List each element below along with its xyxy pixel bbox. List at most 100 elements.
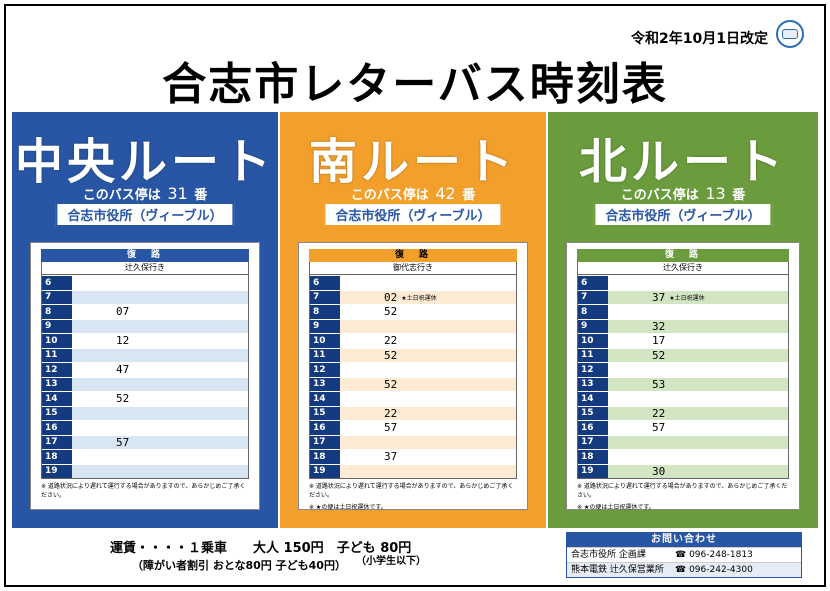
table-row: 8 07 xyxy=(42,304,248,319)
stop-prefix: このバス停は xyxy=(350,188,429,203)
table-row: 12 47 xyxy=(42,362,248,377)
route-name: 中央ルート xyxy=(14,134,275,190)
minutes-cell: 17 xyxy=(608,334,788,348)
timetable-rows: 6 7 8 07 9 10 12 11 12 47 13 14 52 15 16 17 57 18 19 xyxy=(41,275,249,479)
hour-cell: 12 xyxy=(578,363,608,377)
minutes-value: 37 xyxy=(652,290,666,304)
minutes-cell xyxy=(340,319,516,333)
hour-cell: 16 xyxy=(310,421,340,435)
holiday-note: ★土日祝運休 xyxy=(669,294,705,302)
table-row: 18 xyxy=(42,449,248,464)
stop-name-box: 合志市役所（ヴィーブル） xyxy=(323,202,503,227)
table-row: 11 52 xyxy=(310,347,516,362)
footnote-holiday: ※ ★の便は土日祝運休です。 xyxy=(309,504,387,511)
table-row: 14 xyxy=(578,391,788,406)
stop-prefix: このバス停は xyxy=(620,188,699,203)
minutes-value: 32 xyxy=(652,319,666,333)
route-panel-south: 南ルート このバス停は 42 番 合志市役所（ヴィーブル） 復 路 御代志行き … xyxy=(280,112,546,528)
hour-cell: 14 xyxy=(42,392,72,406)
table-row: 15 22 xyxy=(578,405,788,420)
table-row: 10 22 xyxy=(310,333,516,348)
stop-number-line: このバス停は 13 番 xyxy=(548,184,818,203)
minutes-value: 53 xyxy=(652,377,666,391)
contact-heading: お問い合わせ xyxy=(567,533,801,547)
stop-name-box: 合志市役所（ヴィーブル） xyxy=(55,202,235,227)
table-row: 8 xyxy=(578,304,788,319)
table-row: 17 57 xyxy=(42,434,248,449)
hour-cell: 13 xyxy=(42,377,72,391)
stop-number: 31 xyxy=(167,184,188,203)
table-row: 8 52 xyxy=(310,304,516,319)
minutes-cell xyxy=(72,421,248,435)
hour-cell: 6 xyxy=(578,276,608,290)
hour-cell: 15 xyxy=(42,406,72,420)
hour-cell: 18 xyxy=(310,450,340,464)
table-row: 16 57 xyxy=(310,420,516,435)
table-row: 14 52 xyxy=(42,391,248,406)
direction-header: 復 路 xyxy=(309,249,517,262)
minutes-cell xyxy=(72,464,248,478)
minutes-value: 30 xyxy=(652,464,666,478)
minutes-cell: 22 xyxy=(340,406,516,420)
hour-cell: 14 xyxy=(578,392,608,406)
minutes-cell xyxy=(72,290,248,304)
minutes-value: 57 xyxy=(384,421,398,435)
hour-cell: 7 xyxy=(310,290,340,304)
table-row: 14 xyxy=(310,391,516,406)
route-name: 北ルート xyxy=(578,134,787,190)
direction-header: 復 路 xyxy=(41,249,249,262)
hour-cell: 18 xyxy=(42,450,72,464)
minutes-cell xyxy=(72,450,248,464)
minutes-value: 22 xyxy=(384,334,398,348)
stop-number: 42 xyxy=(435,184,456,203)
minutes-cell: 32 xyxy=(608,319,788,333)
minutes-value: 07 xyxy=(116,305,130,319)
minutes-value: 12 xyxy=(116,334,130,348)
table-row: 10 17 xyxy=(578,333,788,348)
table-row: 9 xyxy=(42,318,248,333)
hour-cell: 17 xyxy=(310,435,340,449)
minutes-cell: 57 xyxy=(608,421,788,435)
hour-cell: 10 xyxy=(578,334,608,348)
contact-org: 熊本電鉄 辻久保営業所 xyxy=(571,565,664,575)
revision-date: 令和2年10月1日改定 xyxy=(631,31,768,47)
minutes-cell: 52 xyxy=(608,348,788,362)
minutes-value: 37 xyxy=(384,450,398,464)
table-row: 18 37 xyxy=(310,449,516,464)
minutes-value: 22 xyxy=(652,406,666,420)
minutes-cell xyxy=(608,435,788,449)
hour-cell: 8 xyxy=(310,305,340,319)
minutes-value: 52 xyxy=(116,392,130,406)
minutes-cell: 52 xyxy=(340,377,516,391)
footnote: ※ 道路状況により遅れて運行する場合がありますので、あらかじめご了承ください。 xyxy=(41,483,246,499)
minutes-cell xyxy=(72,276,248,290)
hour-cell: 17 xyxy=(42,435,72,449)
minutes-cell xyxy=(340,392,516,406)
hour-cell: 19 xyxy=(42,464,72,478)
minutes-value: 57 xyxy=(116,435,130,449)
timetable-card: 復 路 御代志行き 6 7 02 ★土日祝運休 8 52 9 10 22 11 52 12 13 52 14… xyxy=(298,242,528,511)
minutes-cell: 30 xyxy=(608,464,788,478)
contact-org: 合志市役所 企画課 xyxy=(571,550,646,560)
hour-cell: 11 xyxy=(578,348,608,362)
city-logo-icon xyxy=(776,20,804,48)
hour-cell: 18 xyxy=(578,450,608,464)
destination-label: 辻久保行き xyxy=(577,262,789,275)
hour-cell: 16 xyxy=(42,421,72,435)
destination-label: 辻久保行き xyxy=(41,262,249,275)
minutes-cell xyxy=(340,464,516,478)
table-row: 12 xyxy=(310,362,516,377)
minutes-cell: 57 xyxy=(72,435,248,449)
minutes-cell: 52 xyxy=(340,305,516,319)
timetable-rows: 6 7 37 ★土日祝運休 8 9 32 10 17 11 52 12 13 53 14 15 22 16 57 17… xyxy=(577,275,789,479)
minutes-value: 52 xyxy=(384,305,398,319)
timetable-card: 復 路 辻久保行き 6 7 37 ★土日祝運休 8 9 32 10 17 11 52 12 13 53 14… xyxy=(566,242,800,511)
table-row: 13 xyxy=(42,376,248,391)
hour-cell: 11 xyxy=(310,348,340,362)
table-row: 19 xyxy=(310,463,516,478)
footnote-holiday: ※ ★の便は土日祝運休です。 xyxy=(577,504,655,511)
hour-cell: 13 xyxy=(310,377,340,391)
destination-label: 御代志行き xyxy=(309,262,517,275)
table-row: 6 xyxy=(578,275,788,290)
stop-suffix: 番 xyxy=(732,188,746,203)
